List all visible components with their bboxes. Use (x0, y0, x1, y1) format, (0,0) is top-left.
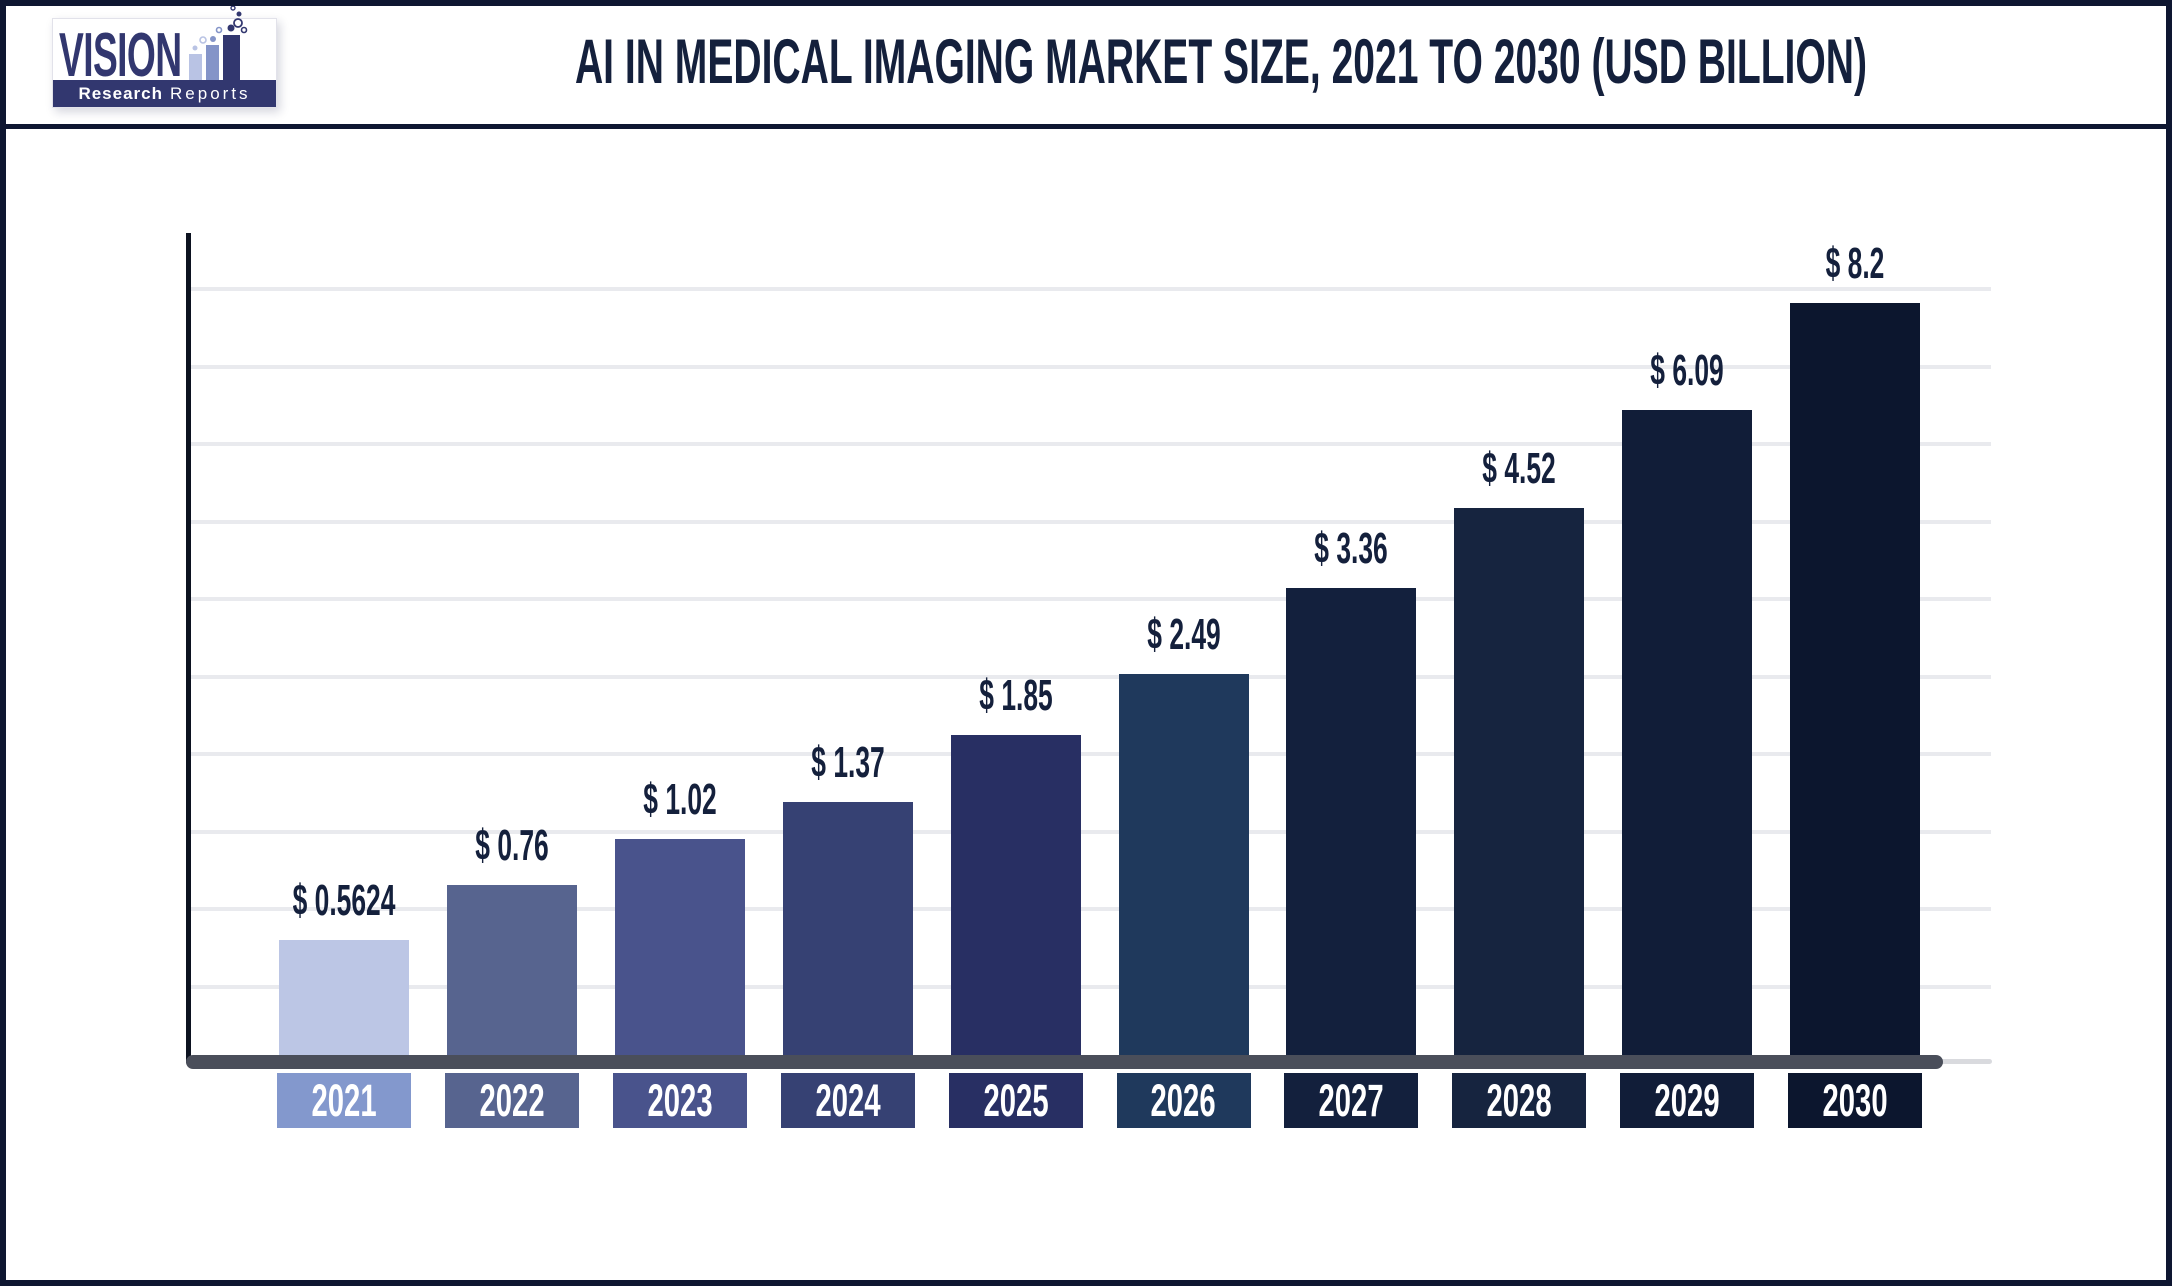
bar-value-label-2021: $ 0.5624 (292, 876, 396, 925)
logo-sub-bold: Research (78, 84, 164, 103)
x-tick-box-2021: 2021 (277, 1073, 411, 1128)
bar-value-label-2028: $ 4.52 (1482, 444, 1556, 493)
bar-2021 (279, 940, 409, 1062)
x-tick-label-2029: 2029 (1654, 1074, 1720, 1126)
x-tick-label-2023: 2023 (647, 1074, 713, 1126)
bar-value-label-2025: $ 1.85 (978, 671, 1053, 720)
bar-2028 (1454, 508, 1585, 1062)
chart-title: AI IN MEDICAL IMAGING MARKET SIZE, 2021 … (574, 27, 1868, 97)
header-divider (0, 124, 2172, 129)
y-axis-line (186, 233, 191, 1063)
bar-value-label-2030: $ 8.2 (1825, 239, 1885, 288)
header: VISION Research Repo (0, 0, 2172, 124)
x-tick-label-2024: 2024 (815, 1074, 881, 1126)
bar-value-label-2027: $ 3.36 (1314, 524, 1389, 573)
x-tick-box-2028: 2028 (1452, 1073, 1587, 1128)
brand-logo: VISION Research Repo (52, 5, 277, 108)
logo-brand-text: VISION (59, 21, 182, 90)
gridline (191, 442, 1991, 446)
logo-banner: Research Reports (53, 80, 276, 107)
bar-2023 (614, 839, 745, 1062)
logo-sub-light: Reports (170, 84, 251, 103)
x-tick-box-2029: 2029 (1620, 1073, 1755, 1128)
bar-value-label-2022: $ 0.76 (475, 821, 549, 870)
bar-2027 (1286, 588, 1417, 1062)
gridline (191, 907, 1991, 911)
x-tick-box-2030: 2030 (1788, 1073, 1923, 1128)
gridline (191, 752, 1991, 756)
gridline (191, 674, 1991, 679)
gridline (191, 829, 1991, 834)
gridline (191, 519, 1991, 524)
x-tick-label-2022: 2022 (479, 1074, 545, 1126)
x-tick-box-2024: 2024 (780, 1073, 915, 1128)
x-axis-line (186, 1055, 1943, 1069)
bar-2029 (1622, 410, 1753, 1062)
bar-value-label-2029: $ 6.09 (1650, 346, 1724, 395)
bar-2030 (1790, 303, 1921, 1062)
gridline (191, 287, 1991, 291)
logo-top-row: VISION (59, 5, 274, 90)
x-tick-label-2025: 2025 (983, 1074, 1049, 1126)
x-tick-label-2026: 2026 (1150, 1074, 1217, 1126)
bar-2022 (446, 885, 577, 1062)
title-wrap: AI IN MEDICAL IMAGING MARKET SIZE, 2021 … (290, 0, 2152, 124)
bar-2024 (782, 802, 913, 1062)
bar-value-label-2023: $ 1.02 (643, 775, 717, 824)
bar-value-label-2026: $ 2.49 (1146, 610, 1221, 659)
x-tick-box-2022: 2022 (444, 1073, 579, 1128)
x-tick-box-2023: 2023 (612, 1073, 747, 1128)
x-tick-label-2030: 2030 (1822, 1074, 1888, 1126)
x-tick-box-2025: 2025 (948, 1073, 1083, 1128)
bar-2026 (1118, 674, 1249, 1062)
bar-2025 (950, 735, 1081, 1062)
gridline (191, 364, 1991, 369)
x-tick-label-2021: 2021 (311, 1074, 377, 1126)
x-tick-box-2027: 2027 (1284, 1073, 1419, 1128)
bar-chart-icon (189, 5, 248, 82)
bar-value-label-2024: $ 1.37 (810, 738, 885, 787)
x-tick-box-2026: 2026 (1116, 1073, 1251, 1128)
x-tick-label-2028: 2028 (1486, 1074, 1552, 1126)
gridline (191, 597, 1991, 601)
gridline (191, 984, 1991, 989)
x-axis-tail (1936, 1059, 1992, 1064)
x-tick-label-2027: 2027 (1318, 1074, 1384, 1126)
